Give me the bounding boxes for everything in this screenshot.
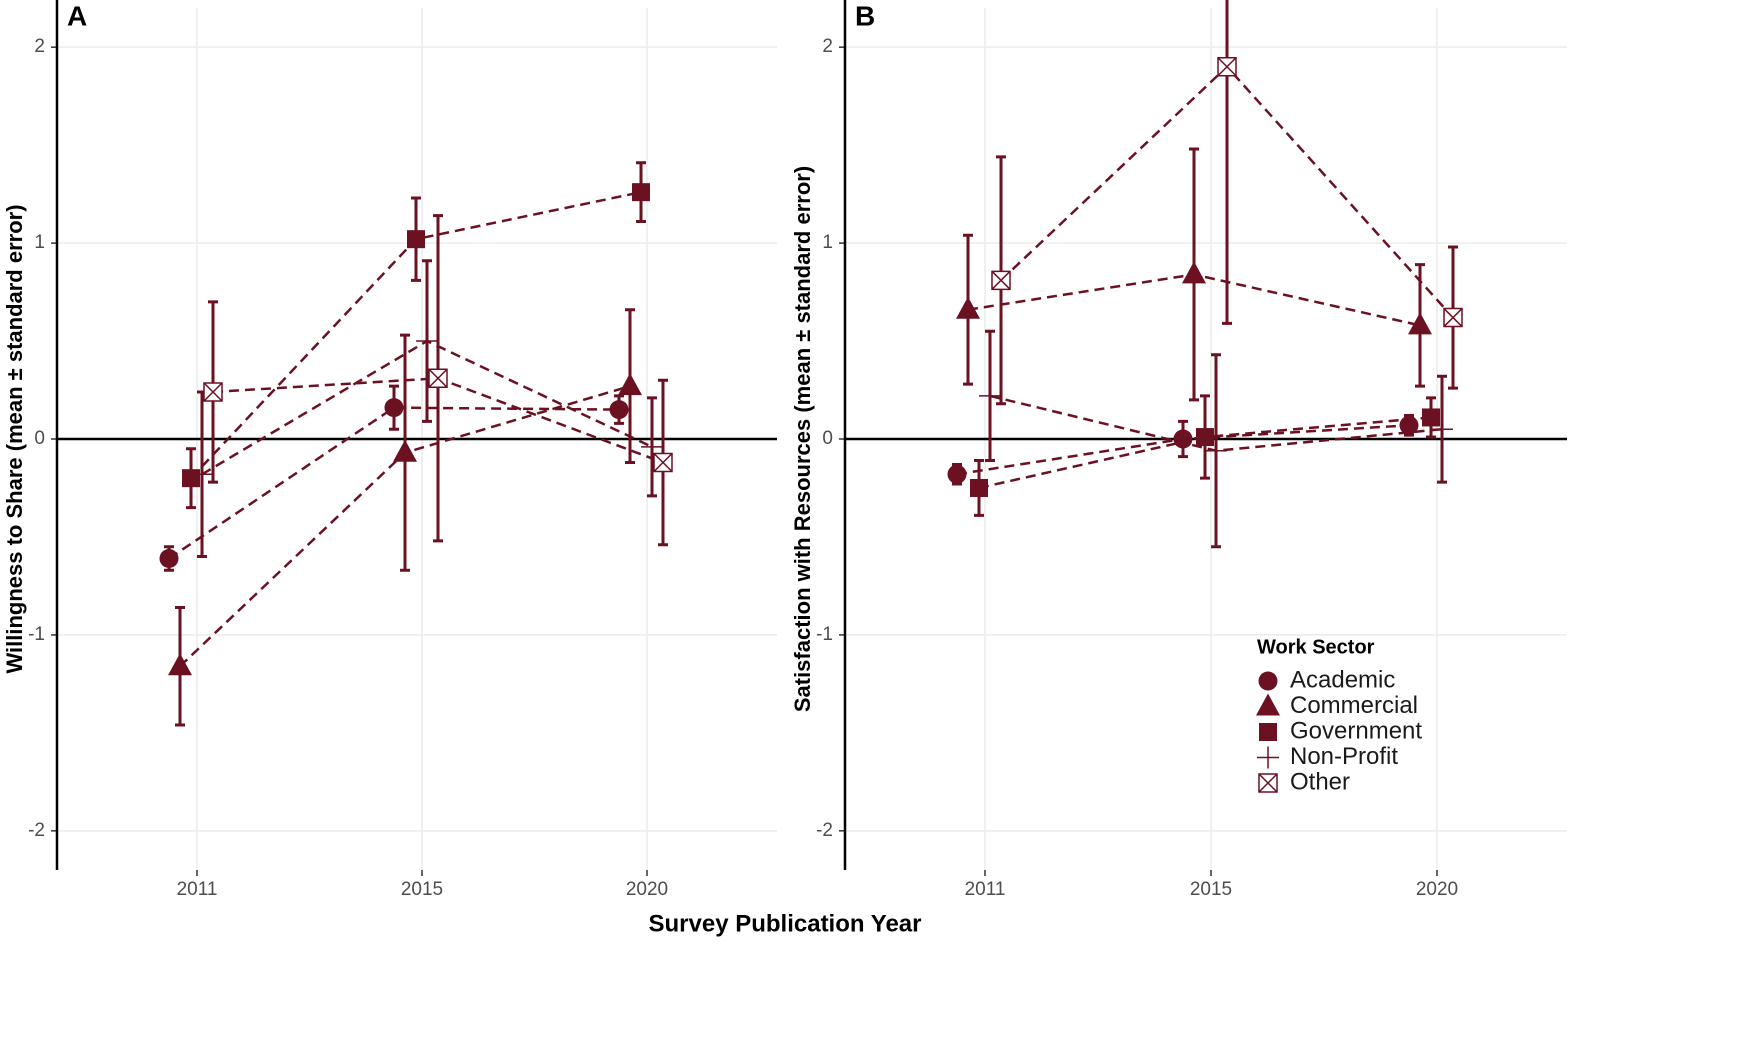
legend-marker <box>1258 773 1278 793</box>
marker <box>416 330 438 353</box>
legend-label: Commercial <box>1290 692 1418 719</box>
marker <box>1443 307 1463 328</box>
marker <box>203 382 223 402</box>
marker <box>182 469 200 488</box>
panel-label: A <box>67 0 87 31</box>
marker <box>653 452 673 473</box>
marker <box>1408 312 1432 335</box>
y-tick-label: -2 <box>28 820 45 841</box>
marker <box>991 270 1011 291</box>
marker <box>1173 429 1193 449</box>
marker <box>1422 408 1440 427</box>
x-tick-label: 2011 <box>965 879 1006 900</box>
marker <box>1182 261 1206 284</box>
panel-label: B <box>855 0 875 31</box>
legend-label: Government <box>1290 717 1422 744</box>
marker <box>191 463 213 486</box>
y-tick-label: 1 <box>822 232 833 253</box>
legend-marker <box>1256 693 1280 716</box>
plot-area <box>947 0 1463 549</box>
x-tick-label: 2020 <box>626 879 668 900</box>
marker <box>1217 57 1237 77</box>
marker <box>956 296 980 319</box>
x-tick-label: 2020 <box>1416 879 1458 900</box>
y-tick-label: 2 <box>822 36 833 57</box>
y-axis-title: Willingness to Share (mean ± standard er… <box>2 204 27 673</box>
marker <box>609 400 629 420</box>
marker <box>618 373 642 396</box>
marker <box>641 435 663 458</box>
y-tick-label: 1 <box>34 232 45 253</box>
plot-area <box>159 161 673 727</box>
y-axis-title: Satisfaction with Resources (mean ± stan… <box>790 166 815 712</box>
x-tick-label: 2015 <box>401 879 443 900</box>
marker <box>159 549 179 569</box>
marker <box>632 183 650 202</box>
marker <box>1196 428 1214 447</box>
y-tick-label: 0 <box>822 428 833 449</box>
x-axis-title: Survey Publication Year <box>648 910 921 937</box>
legend-title: Work Sector <box>1257 636 1375 658</box>
marker <box>1205 439 1227 462</box>
y-tick-label: -1 <box>816 624 833 645</box>
marker <box>428 368 448 389</box>
marker <box>407 230 425 249</box>
marker <box>979 384 1001 407</box>
marker <box>168 653 192 676</box>
marker <box>1399 415 1419 435</box>
marker <box>1431 418 1453 441</box>
legend-label: Other <box>1290 768 1350 795</box>
marker <box>947 464 967 484</box>
legend-marker <box>1259 723 1277 741</box>
y-tick-label: 0 <box>34 428 45 449</box>
legend-marker <box>1257 746 1279 769</box>
y-tick-label: -1 <box>28 624 45 645</box>
x-tick-label: 2011 <box>177 879 218 900</box>
legend-label: Non-Profit <box>1290 743 1398 770</box>
marker <box>970 478 988 497</box>
legend-label: Academic <box>1290 666 1395 693</box>
series-line <box>168 406 620 560</box>
marker <box>393 439 417 462</box>
y-tick-label: -2 <box>816 820 833 841</box>
marker <box>384 398 404 418</box>
y-tick-label: 2 <box>34 36 45 57</box>
x-tick-label: 2015 <box>1190 879 1232 900</box>
legend-marker <box>1258 671 1278 691</box>
error-bar <box>1222 0 1232 325</box>
